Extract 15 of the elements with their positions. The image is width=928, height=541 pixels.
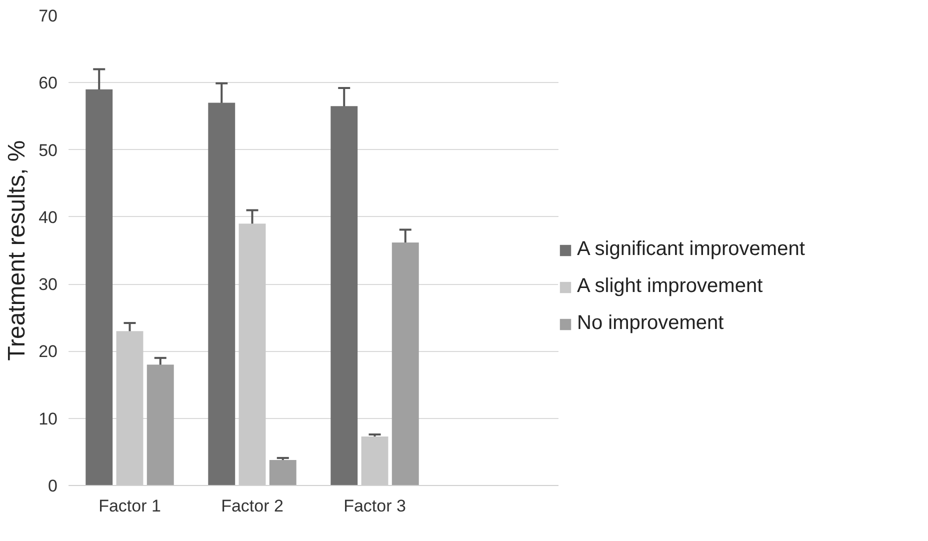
y-tick-label: 30 <box>38 275 58 294</box>
y-tick-label: 70 <box>38 6 58 26</box>
legend-label: A significant improvement <box>577 238 805 261</box>
y-tick-label: 40 <box>38 208 58 227</box>
legend-label: No improvement <box>577 312 724 335</box>
y-axis-title: Treatment results, % <box>4 140 31 361</box>
legend-label: A slight improvement <box>577 275 763 298</box>
y-tick-label: 0 <box>48 476 58 496</box>
y-tick-label: 60 <box>38 74 58 93</box>
x-tick-label: Factor 3 <box>344 496 406 516</box>
y-tick-label: 50 <box>38 140 58 160</box>
x-tick-label: Factor 1 <box>98 496 161 516</box>
y-tick-label: 10 <box>38 409 58 428</box>
x-tick-label: Factor 2 <box>221 496 284 516</box>
y-tick-label: 20 <box>38 342 58 362</box>
